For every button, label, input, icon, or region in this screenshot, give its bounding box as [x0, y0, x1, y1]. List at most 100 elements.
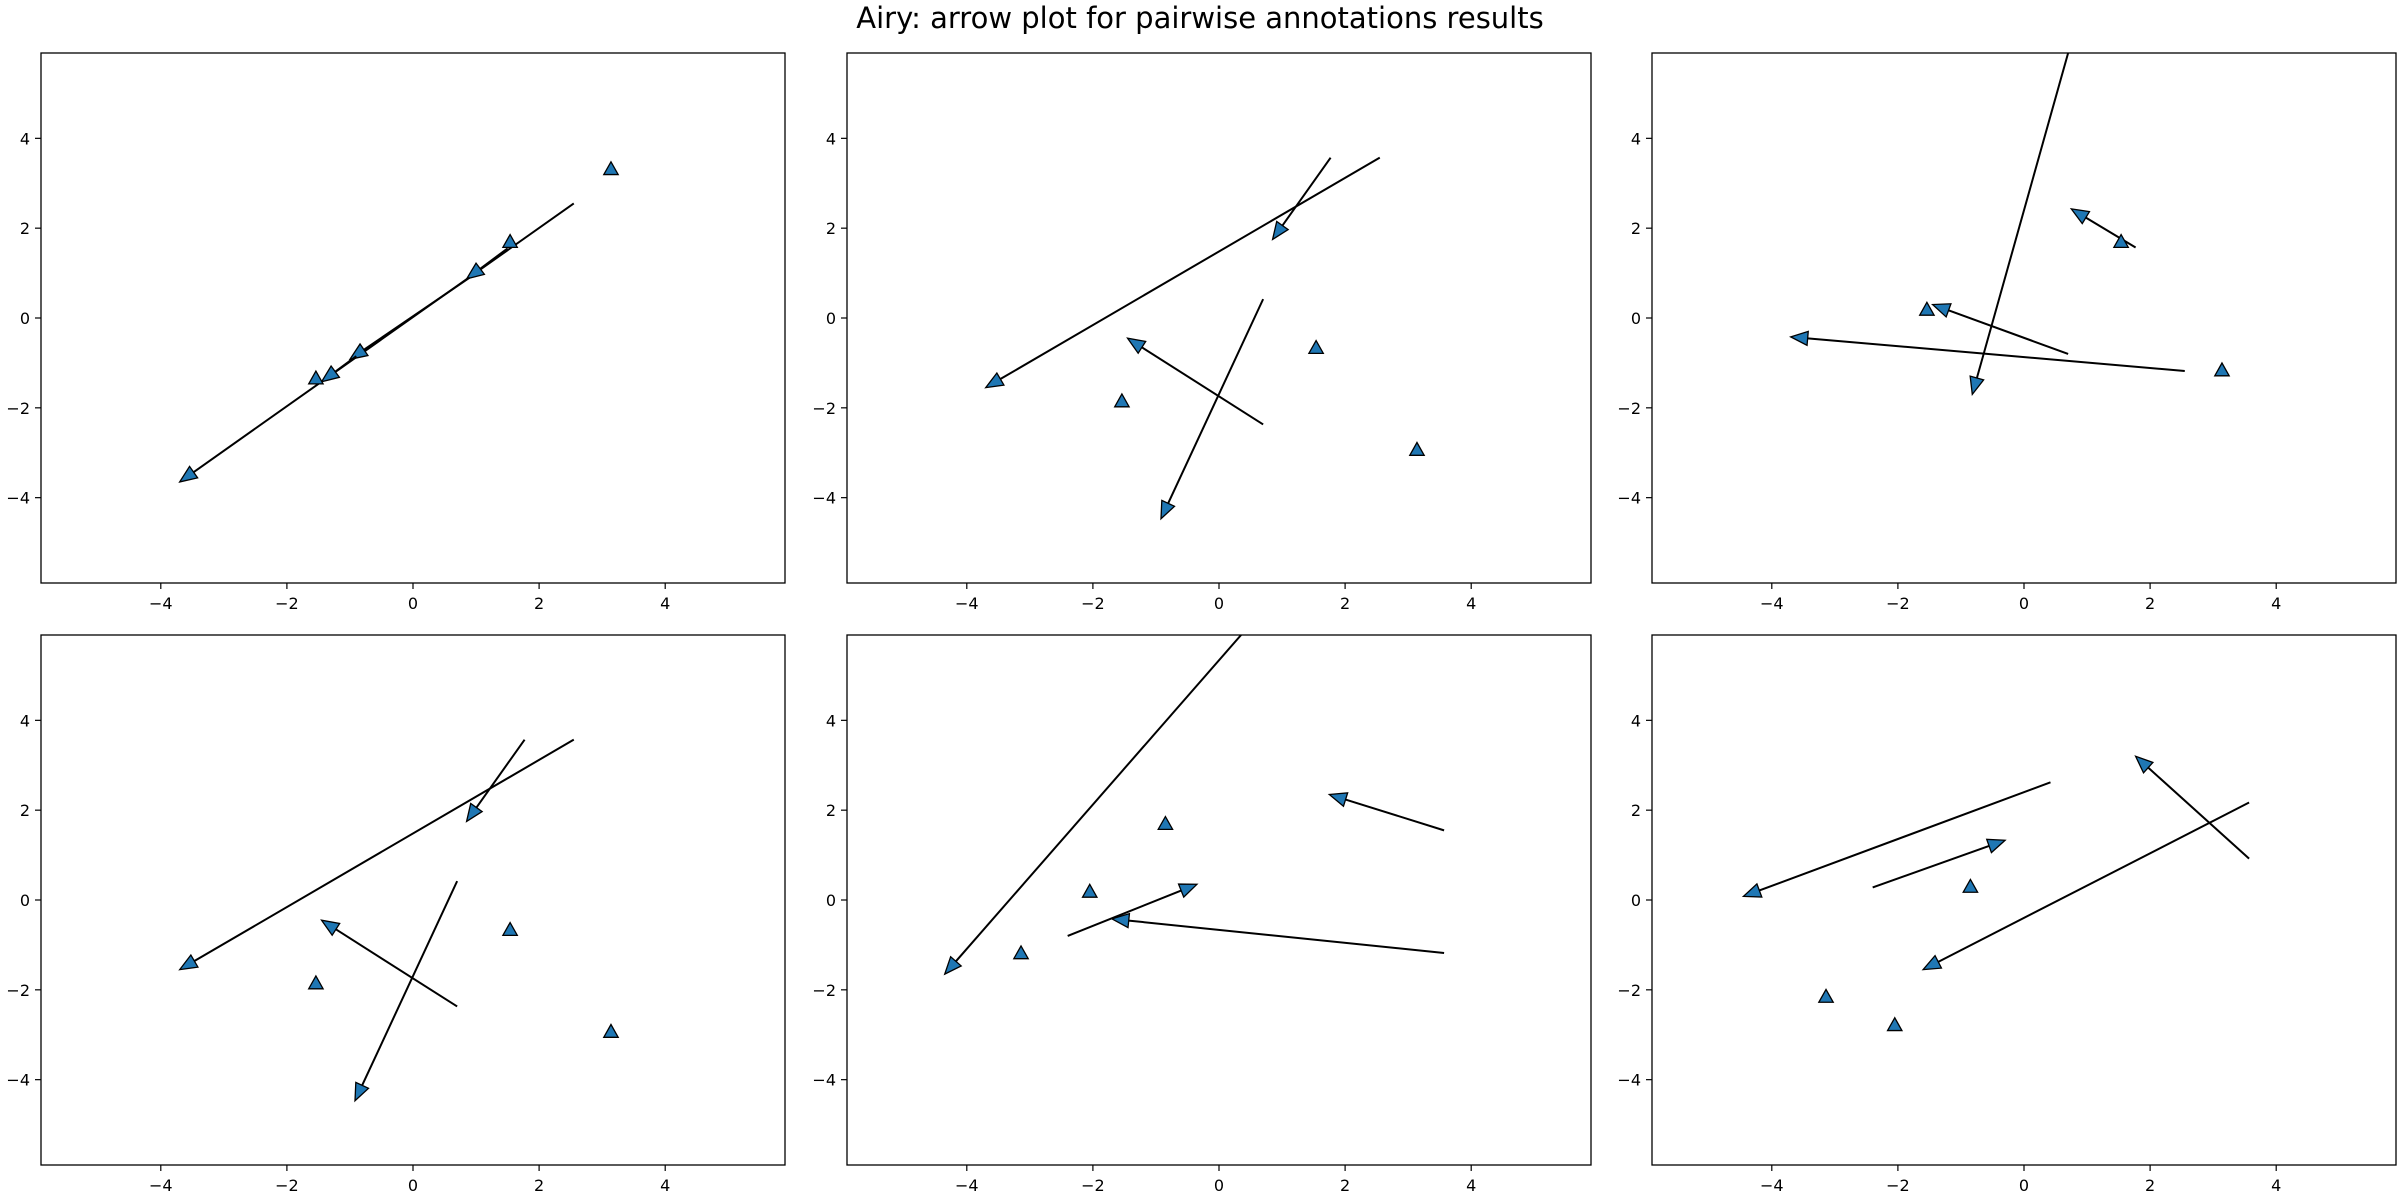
arrow-head — [1327, 792, 1349, 808]
x-tick-label: −2 — [1886, 594, 1910, 613]
y-tick-label: −4 — [812, 1071, 836, 1090]
y-tick-label: −2 — [1617, 981, 1641, 1000]
arrow — [465, 247, 509, 280]
x-tick-label: 0 — [2019, 594, 2029, 613]
y-tick-label: 4 — [826, 711, 836, 730]
plot-area — [1741, 755, 2250, 1032]
y-tick-label: 0 — [20, 309, 30, 328]
arrow-head — [465, 261, 486, 280]
x-tick-label: −4 — [955, 1176, 979, 1195]
point-marker — [2213, 361, 2231, 377]
axes-frame — [846, 52, 1592, 584]
x-tick-label: 2 — [534, 1176, 544, 1195]
axes-frame — [846, 634, 1592, 1166]
arrow — [1067, 883, 1199, 937]
arrow-head — [1789, 330, 1809, 347]
y-tick-label: −4 — [1617, 489, 1641, 508]
point-marker — [1886, 1016, 1904, 1032]
y-tick-label: −2 — [1617, 399, 1641, 418]
y-tick-label: −2 — [812, 399, 836, 418]
arrow-shaft — [361, 880, 459, 1086]
x-tick-label: 0 — [408, 1176, 418, 1195]
arrow-shaft — [363, 276, 471, 351]
y-tick-label: −4 — [6, 1071, 30, 1090]
arrow-shaft — [479, 247, 509, 270]
x-tick-label: 2 — [534, 594, 544, 613]
x-tick-label: 4 — [1466, 594, 1476, 613]
y-tick-label: 0 — [826, 309, 836, 328]
x-tick-label: −4 — [955, 594, 979, 613]
plot-area — [1789, 53, 2231, 396]
arrow — [1271, 157, 1332, 241]
arrow-shaft — [1281, 157, 1332, 227]
x-tick-label: 4 — [2271, 594, 2281, 613]
arrow — [1921, 801, 2250, 971]
arrow-head — [1271, 220, 1290, 241]
point-marker — [1408, 441, 1426, 456]
point-marker — [1962, 878, 1979, 893]
y-tick-label: 0 — [1631, 891, 1641, 910]
arrow-head — [943, 955, 963, 976]
point-marker — [1081, 883, 1099, 898]
arrow-shaft — [955, 635, 1242, 962]
point-marker — [1012, 944, 1030, 960]
arrow-shaft — [1167, 298, 1265, 504]
axes-frame — [1651, 52, 2397, 584]
arrow — [178, 202, 575, 483]
subplot-5: −4 −2 0 2 4 −4 −2 0 2 4 — [812, 634, 1592, 1195]
y-tick-label: −4 — [6, 489, 30, 508]
arrow-shaft — [1128, 919, 1445, 954]
arrow-head — [984, 371, 1005, 389]
y-tick-label: 0 — [826, 891, 836, 910]
figure-title: Airy: arrow plot for pairwise annotation… — [856, 1, 1544, 35]
arrow — [354, 880, 459, 1103]
plot-area — [984, 156, 1426, 521]
arrow — [1160, 298, 1265, 521]
arrow-head — [1921, 954, 1943, 971]
y-tick-label: 4 — [1631, 129, 1641, 148]
subplot-6: −4 −2 0 2 4 −4 −2 0 2 4 — [1617, 634, 2397, 1195]
point-marker — [501, 921, 519, 936]
y-tick-label: −2 — [812, 981, 836, 1000]
point-marker — [1113, 392, 1131, 408]
y-tick-label: 4 — [20, 711, 30, 730]
x-tick-label: −4 — [149, 594, 173, 613]
point-marker — [602, 160, 620, 176]
arrow-shaft — [1067, 889, 1182, 937]
arrow — [1110, 912, 1445, 954]
arrow-shaft — [334, 355, 357, 373]
x-tick-label: −2 — [275, 594, 299, 613]
arrow-shaft — [2147, 766, 2250, 860]
arrow-head — [1930, 303, 1952, 319]
arrow-shaft — [1872, 845, 1990, 889]
y-tick-label: 2 — [826, 801, 836, 820]
x-tick-label: −4 — [1760, 1176, 1784, 1195]
point-marker — [1307, 339, 1325, 354]
x-tick-label: 2 — [2145, 1176, 2155, 1195]
arrow-shaft — [1975, 53, 2070, 379]
arrow-head — [2069, 207, 2091, 225]
arrow-head — [178, 465, 199, 483]
x-tick-label: 4 — [660, 594, 670, 613]
arrow-shaft — [1807, 337, 2185, 372]
arrow — [1741, 781, 2051, 898]
point-marker — [1157, 815, 1174, 830]
x-tick-label: 0 — [1214, 594, 1224, 613]
arrow — [320, 355, 357, 383]
y-tick-label: 4 — [826, 129, 836, 148]
arrow-head — [320, 364, 341, 383]
arrow-shaft — [335, 928, 458, 1008]
arrow-head — [1177, 883, 1199, 899]
y-tick-label: 4 — [20, 129, 30, 148]
point-marker — [501, 233, 519, 248]
arrow-shaft — [1141, 346, 1264, 426]
x-tick-label: 2 — [1340, 1176, 1350, 1195]
axes-frame — [1651, 634, 2397, 1166]
arrow — [2134, 755, 2250, 860]
arrow-head — [354, 1081, 370, 1103]
arrow-head — [348, 342, 370, 361]
axes-frame — [40, 634, 786, 1166]
arrow-head — [1969, 375, 1985, 396]
x-tick-label: −2 — [1886, 1176, 1910, 1195]
x-tick-label: 4 — [1466, 1176, 1476, 1195]
